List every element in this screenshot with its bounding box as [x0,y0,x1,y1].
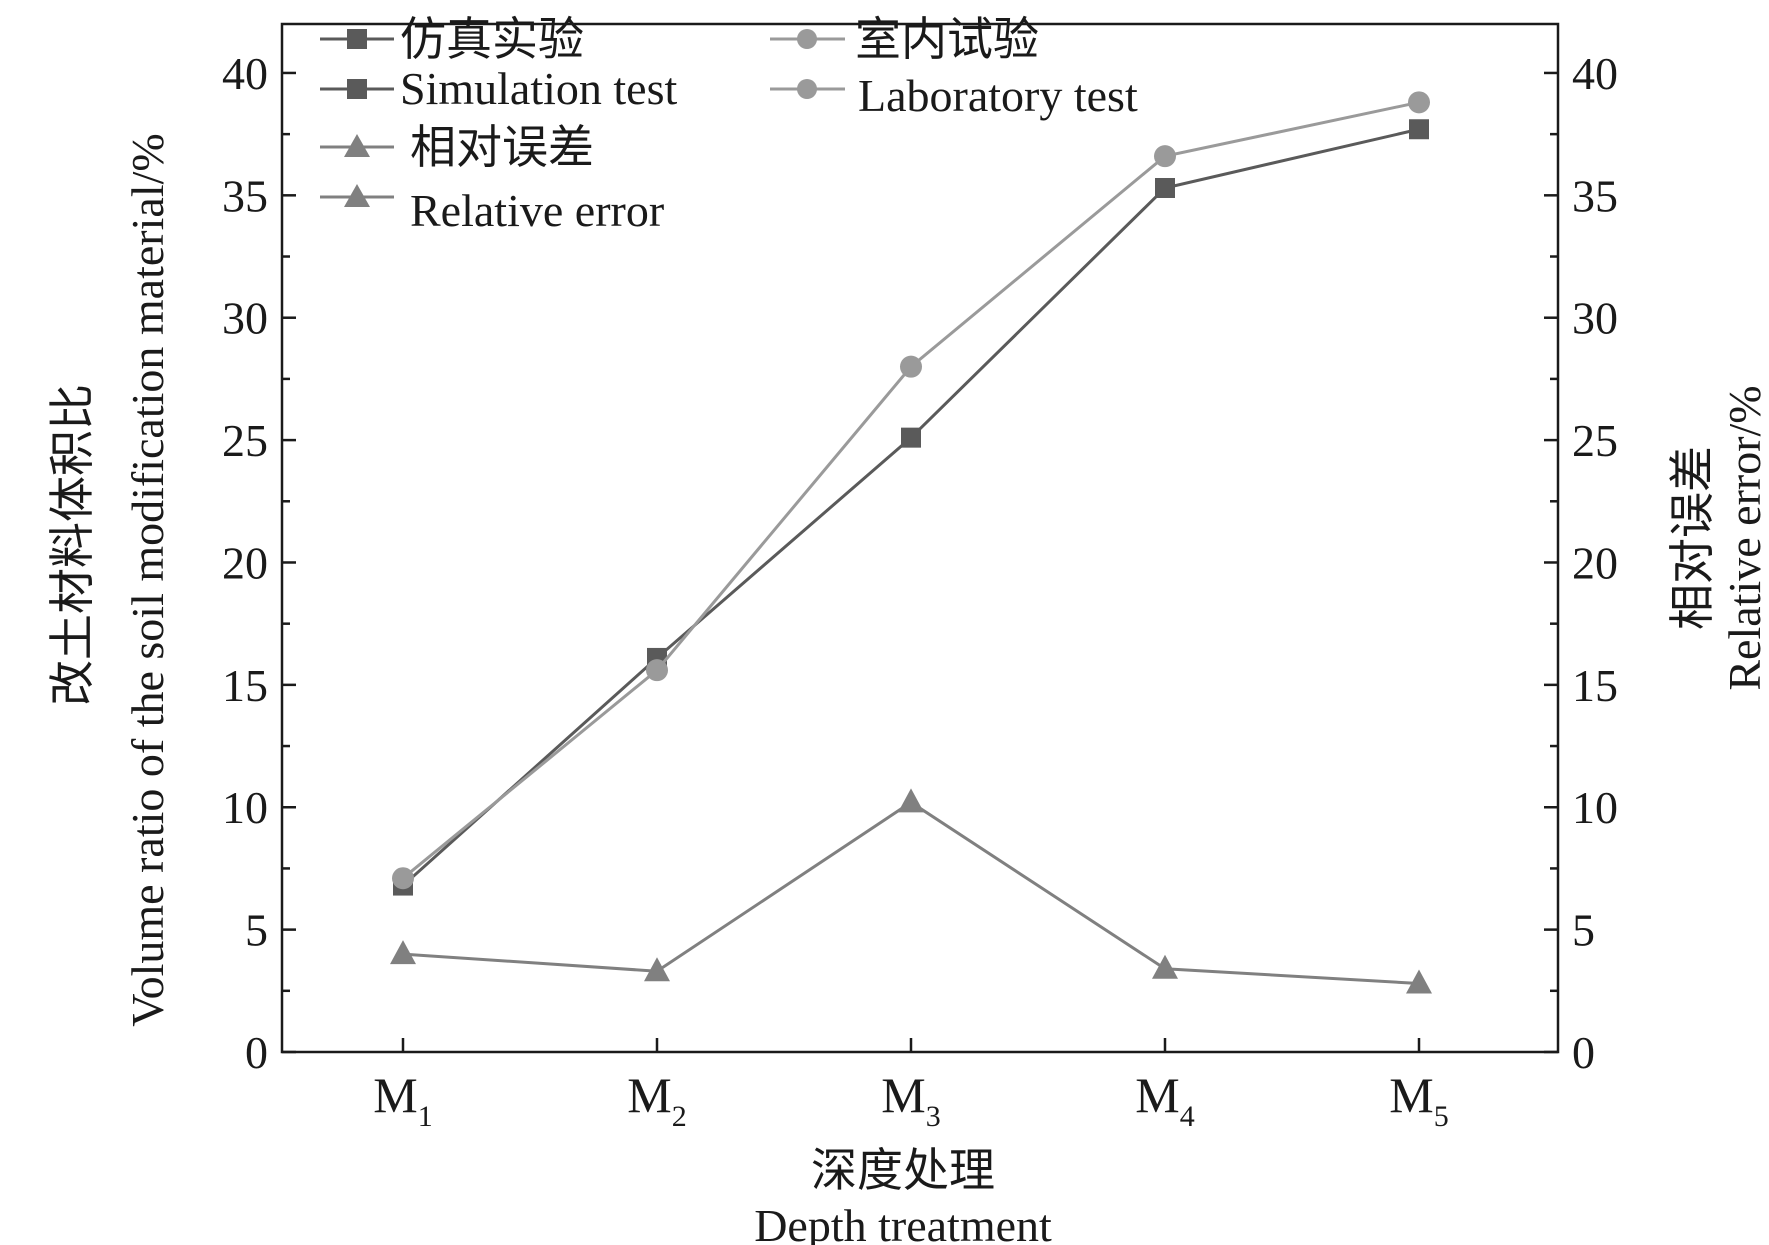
data-point-circle [1154,145,1176,168]
y-left-tick-label: 10 [222,782,268,833]
data-point-triangle [1406,969,1432,994]
y-left-tick-label: 5 [245,905,268,956]
y-right-tick-label: 40 [1572,48,1618,99]
data-point-circle [646,659,668,682]
x-tick-label: M1 [373,1067,432,1133]
y-axis-right-title-zh: 相对误差 [1667,446,1718,630]
legend-label-laboratory-en: Laboratory test [858,70,1138,121]
legend-marker-laboratory-zh [797,29,817,49]
legend: 仿真实验 Simulation test 室内试验 Laboratory tes… [320,14,1138,236]
x-tick-label: M3 [881,1067,940,1133]
plot-frame [280,22,1560,1054]
data-point-circle [392,867,414,890]
y-right-tick-label: 35 [1572,170,1618,221]
x-tick-label: M4 [1135,1067,1194,1133]
y-axis-left: 0 5 10 15 20 25 30 35 40 [222,48,296,1078]
data-point-triangle [1152,954,1178,979]
y-left-tick-label: 20 [222,537,268,588]
data-point-square [901,427,921,448]
series-layer [390,91,1432,994]
x-axis-title-en: Depth treatment [754,1200,1052,1245]
legend-label-simulation-en: Simulation test [400,63,678,114]
y-left-tick-label: 30 [222,293,268,344]
data-point-triangle [390,940,416,965]
data-point-triangle [644,957,670,982]
series-line-2 [402,800,1420,985]
y-axis-right: 0 5 10 15 20 25 30 35 40 [1544,48,1618,1078]
y-axis-left-title-en: Volume ratio of the soil modification ma… [122,133,173,1026]
legend-entry-simulation: 仿真实验 Simulation test [320,14,678,114]
legend-label-relative-error-zh: 相对误差 [410,122,594,173]
legend-marker-relative-error-en [344,184,370,207]
y-right-tick-label: 30 [1572,293,1618,344]
legend-entry-relative-error: 相对误差 Relative error [320,122,664,236]
legend-entry-laboratory: 室内试验 Laboratory test [770,14,1138,121]
y-right-tick-label: 25 [1572,415,1618,466]
y-right-tick-label: 20 [1572,537,1618,588]
data-point-circle [900,355,922,378]
legend-marker-simulation-zh [347,29,367,49]
x-axis: M1 M2 M3 M4 M5 [373,1038,1449,1133]
y-axis-left-title-zh: 改土材料体积比 [47,384,98,706]
legend-label-relative-error-en: Relative error [410,185,664,236]
legend-marker-relative-error-zh [344,134,370,157]
y-left-tick-label: 35 [222,170,268,221]
data-point-square [1409,119,1429,140]
data-point-triangle [898,788,924,813]
y-right-tick-label: 10 [1572,782,1618,833]
legend-label-laboratory-zh: 室内试验 [855,14,1039,65]
y-left-tick-label: 40 [222,48,268,99]
x-tick-label: M2 [627,1067,686,1133]
y-left-tick-label: 25 [222,415,268,466]
legend-marker-simulation-en [347,79,367,99]
y-left-tick-label: 0 [245,1027,268,1078]
y-axis-right-title-en: Relative error/% [1719,385,1769,690]
x-axis-title-zh: 深度处理 [811,1145,995,1196]
y-right-tick-label: 15 [1572,660,1618,711]
series-line-0 [401,127,1420,887]
y-right-tick-label: 0 [1572,1027,1595,1078]
legend-marker-laboratory-en [797,79,817,99]
y-left-tick-label: 15 [222,660,268,711]
data-point-circle [1408,91,1430,114]
y-right-tick-label: 5 [1572,905,1595,956]
data-point-square [1155,177,1175,198]
legend-label-simulation-zh: 仿真实验 [400,14,584,65]
x-tick-label: M5 [1389,1067,1448,1133]
